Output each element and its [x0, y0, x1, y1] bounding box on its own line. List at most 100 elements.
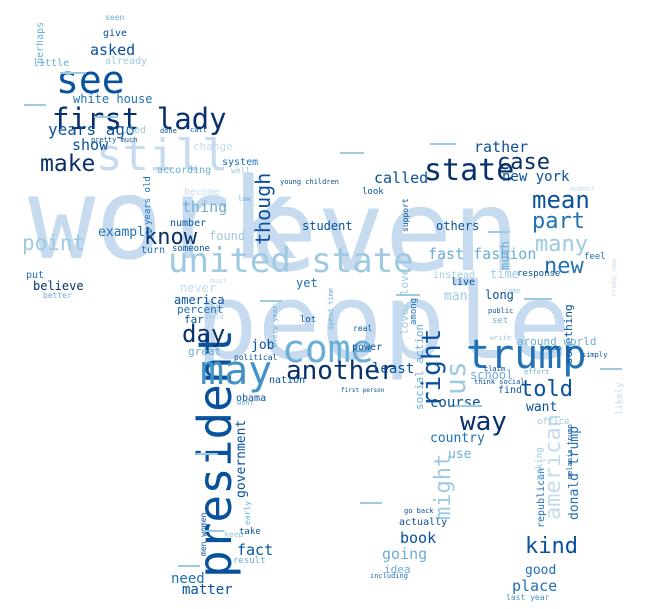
- filler-mark: [94, 116, 118, 118]
- cloud-word: human: [540, 344, 561, 352]
- cloud-word: change: [193, 140, 233, 153]
- cloud-word: found: [209, 229, 245, 243]
- filler-mark: [204, 530, 224, 532]
- cloud-word: white house: [73, 92, 152, 106]
- filler-mark: [396, 294, 420, 296]
- cloud-word: feel: [584, 252, 606, 262]
- cloud-word: done: [160, 127, 177, 135]
- cloud-word: many: [535, 232, 588, 257]
- cloud-word: school: [470, 368, 513, 382]
- cloud-word: call: [190, 126, 207, 134]
- filler-mark: [524, 298, 552, 300]
- cloud-word: went: [237, 399, 254, 407]
- cloud-word: put: [26, 270, 44, 281]
- cloud-word: book: [400, 529, 436, 547]
- cloud-word: asked: [90, 41, 135, 59]
- cloud-word: mean: [532, 186, 590, 214]
- filler-mark: [260, 300, 282, 302]
- cloud-word: though: [251, 173, 275, 245]
- cloud-word: system: [222, 157, 258, 168]
- cloud-word: nation: [269, 375, 305, 386]
- cloud-word: find: [498, 385, 522, 396]
- cloud-word: work: [28, 155, 298, 285]
- cloud-word: republican: [536, 468, 547, 528]
- cloud-word: american: [541, 414, 566, 520]
- filler-words: [24, 72, 622, 567]
- cloud-word: never: [180, 281, 216, 295]
- cloud-word: party: [245, 223, 263, 230]
- cloud-word: least: [372, 361, 414, 377]
- cloud-word: right: [417, 329, 447, 407]
- cloud-word: someone: [172, 244, 210, 254]
- cloud-word: may: [200, 348, 272, 394]
- cloud-word: trump: [466, 332, 586, 378]
- cloud-word: young children: [280, 178, 339, 186]
- cloud-word: actually: [399, 517, 447, 528]
- cloud-word: take: [239, 527, 261, 537]
- cloud-word: much: [498, 241, 512, 270]
- cloud-word: course: [430, 395, 481, 411]
- cloud-word: need: [171, 571, 205, 587]
- cloud-word: simply: [582, 351, 607, 359]
- cloud-word: believe: [33, 279, 84, 293]
- cloud-word: matter: [182, 582, 233, 598]
- cloud-word: still: [96, 130, 228, 181]
- cloud-word: moment: [570, 185, 595, 193]
- cloud-word: live: [451, 277, 475, 288]
- cloud-word: day: [182, 320, 225, 348]
- cloud-word: real: [353, 324, 372, 333]
- cloud-word: used: [122, 125, 146, 136]
- cloud-word: united state: [168, 241, 414, 281]
- cloud-word: melania trump: [566, 424, 574, 479]
- cloud-word: number: [170, 218, 206, 229]
- filler-mark: [60, 72, 86, 74]
- cloud-word: came: [504, 287, 521, 295]
- cloud-word: years old: [143, 176, 153, 225]
- cloud-word: fact: [237, 541, 273, 559]
- cloud-word: us: [439, 361, 472, 395]
- cloud-word: look: [362, 187, 384, 197]
- cloud-word: percent: [177, 303, 223, 316]
- cloud-word: state: [424, 153, 514, 188]
- cloud-word: man: [444, 289, 467, 304]
- cloud-word: time: [490, 267, 519, 281]
- cloud-word: trump now: [610, 258, 618, 297]
- cloud-word: might: [431, 454, 456, 520]
- cloud-word: power: [352, 342, 382, 353]
- cloud-word: turn: [141, 245, 165, 256]
- cloud-word: among: [409, 298, 419, 325]
- cloud-word: effort: [524, 368, 549, 376]
- cloud-word: last year: [506, 593, 550, 602]
- filler-mark: [196, 453, 218, 455]
- cloud-word: yet: [296, 276, 318, 290]
- cloud-word: social action: [413, 324, 426, 410]
- cloud-word: show: [72, 136, 109, 154]
- cloud-word: lover love: [398, 269, 411, 335]
- cloud-word: others: [436, 219, 479, 233]
- cloud-word: want: [526, 400, 557, 415]
- filler-mark: [488, 231, 510, 233]
- cloud-word: told: [520, 377, 573, 402]
- cloud-word: long: [485, 288, 514, 302]
- cloud-word: support: [401, 198, 410, 232]
- filler-mark: [340, 152, 364, 154]
- cloud-word: law: [238, 195, 251, 203]
- cloud-word: early: [243, 501, 252, 525]
- cloud-word: donald trump: [567, 426, 582, 520]
- cloud-word: far: [184, 313, 204, 326]
- cloud-word: keep: [224, 530, 243, 539]
- cloud-word: world: [205, 314, 223, 321]
- cloud-word: america: [174, 293, 225, 307]
- cloud-word: go back: [404, 507, 434, 515]
- cloud-word: lot: [300, 315, 316, 325]
- cloud-word: fast fashion: [428, 245, 536, 263]
- cloud-word: result: [233, 556, 266, 566]
- cloud-word: public: [488, 307, 513, 315]
- cloud-word: part: [532, 209, 585, 234]
- cloud-word: thing: [182, 198, 227, 216]
- cloud-word: idea: [384, 563, 411, 576]
- cloud-word: around world: [517, 335, 596, 348]
- cloud-word: great: [188, 345, 221, 358]
- cloud-word: example: [98, 225, 153, 240]
- cloud-word: years ago: [48, 120, 135, 139]
